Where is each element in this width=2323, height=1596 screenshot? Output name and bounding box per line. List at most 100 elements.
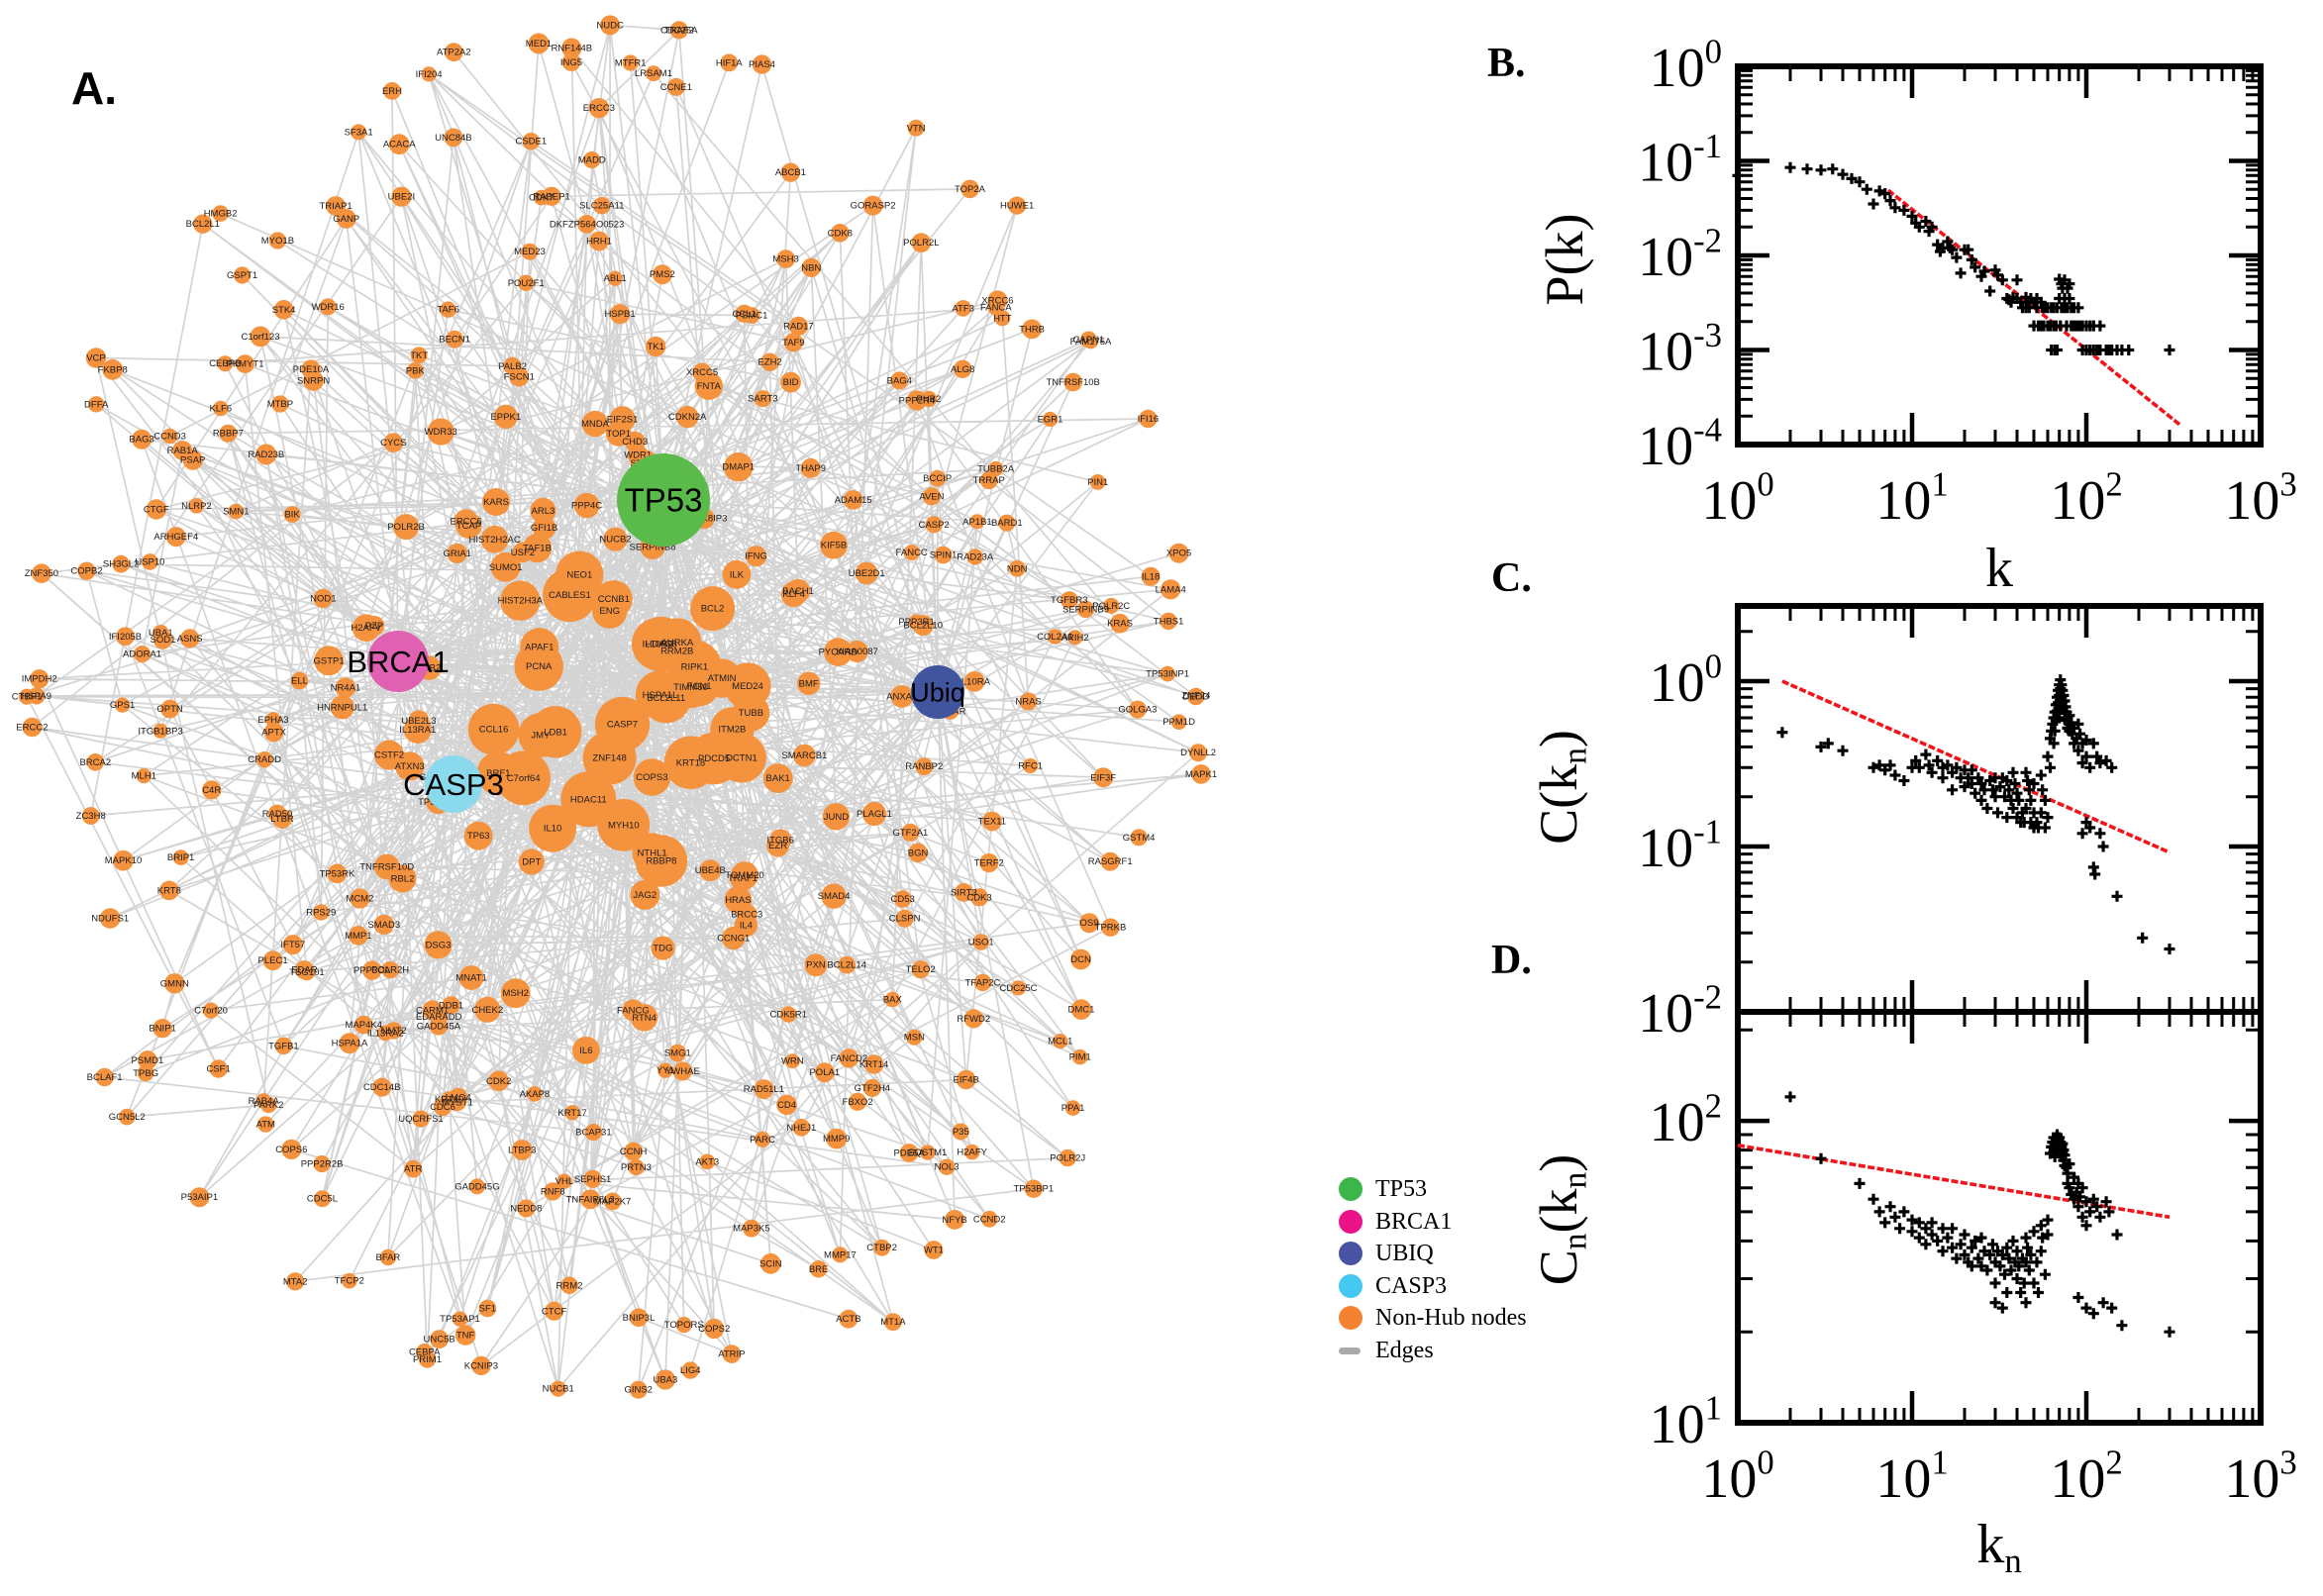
network-node <box>907 119 925 137</box>
network-node <box>202 1002 220 1019</box>
network-node-label: EDARADD <box>416 1012 462 1023</box>
network-node-label: HSPB1 <box>605 309 636 320</box>
network-node <box>801 257 821 277</box>
network-node <box>594 696 651 752</box>
network-node <box>350 888 370 909</box>
hub-label-tp53: TP53 <box>625 482 703 519</box>
network-node <box>1139 409 1158 429</box>
network-node-label: BMF <box>799 678 819 689</box>
network-node-label: RASGRF1 <box>1088 856 1133 867</box>
fit-line <box>1737 1144 2171 1220</box>
network-node <box>573 492 600 519</box>
network-node <box>377 1025 394 1042</box>
network-node-label: GMNN <box>160 978 189 989</box>
network-node <box>593 197 611 215</box>
network-node <box>294 960 314 980</box>
network-node <box>1189 744 1208 762</box>
network-node-label: KIAA0087 <box>836 647 878 657</box>
network-node-label: RBBP7 <box>213 429 244 440</box>
network-node-label: GORASP2 <box>851 201 896 212</box>
network-node-label: CDC25A <box>660 25 698 36</box>
network-node <box>138 1050 157 1070</box>
network-node-label: PMS2 <box>650 269 675 280</box>
network-node-label: BAG4 <box>887 375 912 386</box>
network-node-label: FSCN1 <box>504 372 535 383</box>
network-node-label: MYST1 <box>442 1097 473 1108</box>
network-node <box>722 559 752 589</box>
network-node <box>395 751 425 781</box>
network-node-label: ERH <box>382 86 402 97</box>
network-node-label: MTA2 <box>283 1276 308 1287</box>
network-node-label: BCL2L1 <box>186 219 220 230</box>
network-node <box>86 753 105 771</box>
scatter-points <box>1776 674 2175 954</box>
network-node <box>734 913 758 938</box>
network-node <box>160 699 180 719</box>
legend-label: TP53 <box>1375 1175 1428 1202</box>
network-node <box>668 1044 687 1062</box>
network-node-label: ALG8 <box>951 364 974 375</box>
network-node-label: RNF8 <box>541 1186 565 1197</box>
network-node-label: NDN <box>1007 563 1028 574</box>
network-node <box>783 333 804 352</box>
network-node <box>449 1093 466 1112</box>
network-node-label: LDB2 <box>418 663 442 674</box>
network-node <box>979 471 998 490</box>
network-node-label: CARM1 <box>416 1005 449 1016</box>
network-node <box>1053 1034 1068 1049</box>
network-node <box>1070 999 1092 1020</box>
network-node <box>814 1062 835 1083</box>
network-node <box>754 1131 771 1147</box>
network-node <box>88 396 105 413</box>
network-node-label: PDE5A <box>894 1148 926 1159</box>
network-node <box>588 98 610 119</box>
network-node <box>754 1079 774 1100</box>
network-node <box>681 1361 699 1379</box>
network-node-label: RPS29 <box>306 908 336 919</box>
network-node-label: PKMYT1 <box>226 359 263 370</box>
panel-label-a: A. <box>71 62 117 114</box>
network-node <box>116 627 135 647</box>
network-node <box>28 687 46 705</box>
network-node-label: CHEK2 <box>471 1005 503 1016</box>
network-node-label: ERCC3 <box>583 103 615 114</box>
network-node-label: EIF2S1 <box>607 414 639 425</box>
network-node <box>22 717 43 738</box>
network-node <box>784 1053 800 1069</box>
network-node-label: KLF4 <box>782 589 805 600</box>
network-node <box>915 757 934 776</box>
network-node-label: CASP7 <box>607 720 638 731</box>
network-node <box>193 214 213 234</box>
network-node-label: GSTM4 <box>1123 833 1156 844</box>
network-node-label: BIK <box>284 510 300 521</box>
network-node <box>1079 913 1099 934</box>
x-axis-label-D: kn <box>1976 1514 2021 1580</box>
network-node-label: EPHA3 <box>257 715 288 726</box>
network-node-label: RAD17 <box>783 321 814 332</box>
network-node-label: PPP2R2B <box>301 1159 344 1170</box>
network-node-label: THAP9 <box>795 463 826 474</box>
network-node-label: PSMD1 <box>132 1055 164 1066</box>
panel-label-d: D. <box>1491 938 1532 983</box>
network-node <box>1101 918 1120 937</box>
network-node-label: KARS <box>483 497 509 508</box>
network-node-label: SPIN1 <box>930 550 957 561</box>
network-node <box>274 1037 293 1055</box>
network-node <box>95 1067 114 1087</box>
network-node-label: USO1 <box>968 938 994 948</box>
network-node-label: GRIA1 <box>443 549 471 559</box>
network-node-label: PIAS4 <box>749 59 775 70</box>
network-node-label: FANCC <box>896 548 928 558</box>
network-node-label: TP53INP1 <box>1146 669 1189 680</box>
network-node <box>560 1276 578 1295</box>
network-node-label: LIG4 <box>680 1365 701 1376</box>
network-node <box>994 310 1011 327</box>
network-node-label: JMY <box>531 731 551 742</box>
network-node <box>966 549 983 565</box>
tick-label: 10-1 <box>1638 812 1722 879</box>
network-node-label: CDK3 <box>966 892 991 903</box>
network-node-label: SQSTM1 <box>908 1147 947 1158</box>
network-node-label: JAG2 <box>633 890 656 901</box>
network-node-label: WDR1 <box>624 450 652 461</box>
network-node <box>250 326 271 348</box>
